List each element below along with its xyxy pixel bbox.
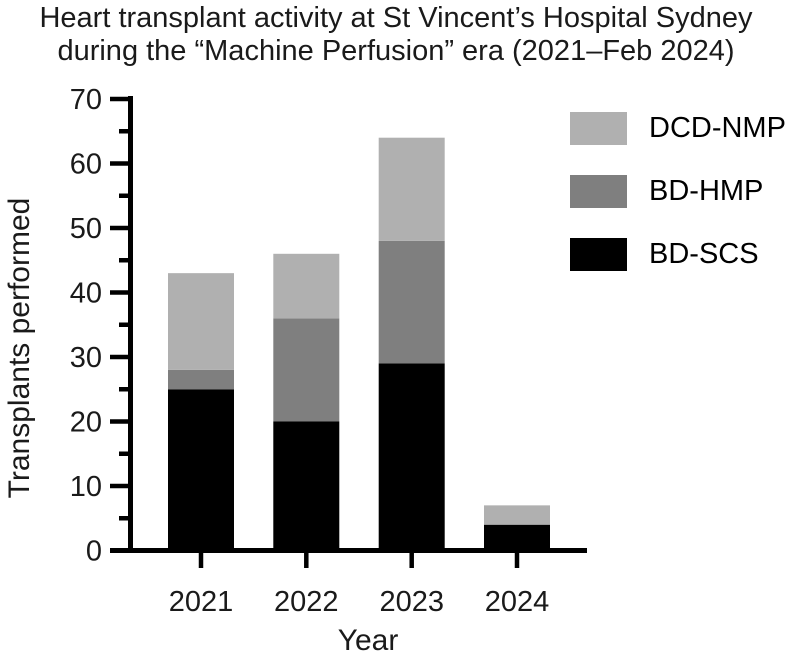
bar-segment-2022-dcd-nmp [273, 253, 340, 319]
y-tick-label-20: 20 [70, 407, 102, 439]
chart-title-line1: Heart transplant activity at St Vincent’… [39, 2, 753, 34]
bar-segment-2023-bd-scs [378, 363, 445, 551]
bar-segment-2022-bd-hmp [273, 318, 340, 422]
chart-title-line2: during the “Machine Perfusion” era (2021… [57, 35, 735, 67]
legend-swatch-dcd-nmp [570, 112, 627, 145]
axes-group [110, 96, 587, 568]
bar-segment-2023-dcd-nmp [378, 137, 445, 241]
legend-label-dcd-nmp: DCD-NMP [649, 112, 786, 144]
chart-legend: DCD-NMP BD-HMP BD-SCS [570, 112, 786, 271]
y-tick-label-0: 0 [86, 536, 102, 568]
x-axis-label: Year [337, 624, 399, 657]
legend-item-bd-hmp: BD-HMP [570, 175, 786, 208]
y-tick-label-60: 60 [70, 149, 102, 181]
x-tick-label-2022: 2022 [274, 586, 339, 618]
legend-label-bd-scs: BD-SCS [649, 238, 759, 270]
x-tick-label-2021: 2021 [169, 586, 234, 618]
bar-segment-2022-bd-scs [273, 421, 340, 551]
legend-swatch-bd-scs [570, 238, 627, 271]
bar-segment-2023-bd-hmp [378, 240, 445, 364]
x-tick-label-2024: 2024 [485, 586, 550, 618]
bar-segment-2021-dcd-nmp [168, 273, 234, 370]
y-tick-label-30: 30 [70, 342, 102, 374]
legend-label-bd-hmp: BD-HMP [649, 175, 764, 207]
legend-item-bd-scs: BD-SCS [570, 238, 786, 271]
x-tick-label-2023: 2023 [379, 586, 444, 618]
y-tick-label-70: 70 [70, 84, 102, 116]
y-tick-label-50: 50 [70, 213, 102, 245]
chart-title: Heart transplant activity at St Vincent’… [0, 2, 792, 68]
bar-segment-2021-bd-scs [168, 389, 234, 551]
bars-group [168, 137, 550, 551]
x-tick-labels: 2021 2022 2023 2024 [169, 586, 550, 618]
bar-segment-2024-dcd-nmp [484, 505, 550, 525]
bar-segment-2021-bd-hmp [168, 369, 234, 390]
bar-segment-2024-bd-scs [484, 524, 550, 551]
y-tick-label-40: 40 [70, 278, 102, 310]
y-tick-label-10: 10 [70, 471, 102, 503]
y-tick-labels: 0 10 20 30 40 50 60 70 [70, 84, 102, 568]
legend-swatch-bd-hmp [570, 175, 627, 208]
legend-item-dcd-nmp: DCD-NMP [570, 112, 786, 145]
